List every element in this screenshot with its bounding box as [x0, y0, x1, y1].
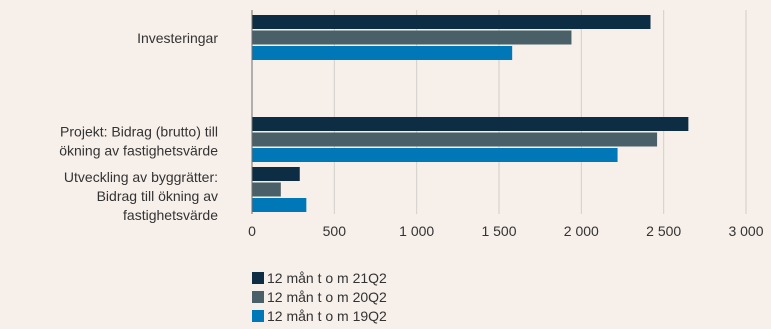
legend-swatch-2 — [252, 291, 264, 303]
bars — [252, 15, 689, 212]
x-tick-label-1500: 1 500 — [481, 223, 516, 239]
x-tick-label-500: 500 — [323, 223, 347, 239]
category-label-4-line-3: fastighetsvärde — [123, 207, 218, 223]
x-tick-labels: 0 500 1 000 1 500 2 000 2 500 3 000 — [248, 223, 764, 239]
category-label-1-line-1: Investeringar — [137, 30, 218, 46]
bar-4-series-1 — [252, 167, 300, 181]
legend-label-3: 12 mån t o m 19Q2 — [267, 308, 387, 324]
bar-1-series-2 — [252, 30, 572, 45]
category-label-4-line-2: Bidrag till ökning av — [97, 188, 218, 204]
bar-4-series-3 — [252, 198, 307, 212]
legend-label-1: 12 mån t o m 21Q2 — [267, 270, 387, 286]
x-tick-label-3000: 3 000 — [728, 223, 763, 239]
x-tick-label-1000: 1 000 — [399, 223, 434, 239]
bar-1-series-1 — [252, 15, 651, 29]
legend-swatch-1 — [252, 272, 264, 284]
x-tick-label-2000: 2 000 — [564, 223, 599, 239]
x-tick-label-2500: 2 500 — [646, 223, 681, 239]
bar-1-series-3 — [252, 46, 513, 60]
category-labels: Investeringar Projekt: Bidrag (brutto) ti… — [59, 30, 218, 223]
category-label-3-line-2: ökning av fastighetsvärde — [59, 143, 218, 159]
bar-3-series-2 — [252, 132, 658, 147]
category-label-4-line-1: Utveckling av byggrätter: — [64, 169, 218, 185]
x-tick-label-0: 0 — [248, 223, 256, 239]
legend-swatch-3 — [252, 310, 264, 322]
legend-label-2: 12 mån t o m 20Q2 — [267, 289, 387, 305]
bar-3-series-3 — [252, 148, 618, 162]
bar-3-series-1 — [252, 117, 689, 131]
bar-4-series-2 — [252, 182, 281, 197]
legend: 12 mån t o m 21Q2 12 mån t o m 20Q2 12 mån… — [252, 270, 387, 324]
category-label-3-line-1: Projekt: Bidrag (brutto) till — [60, 124, 218, 140]
